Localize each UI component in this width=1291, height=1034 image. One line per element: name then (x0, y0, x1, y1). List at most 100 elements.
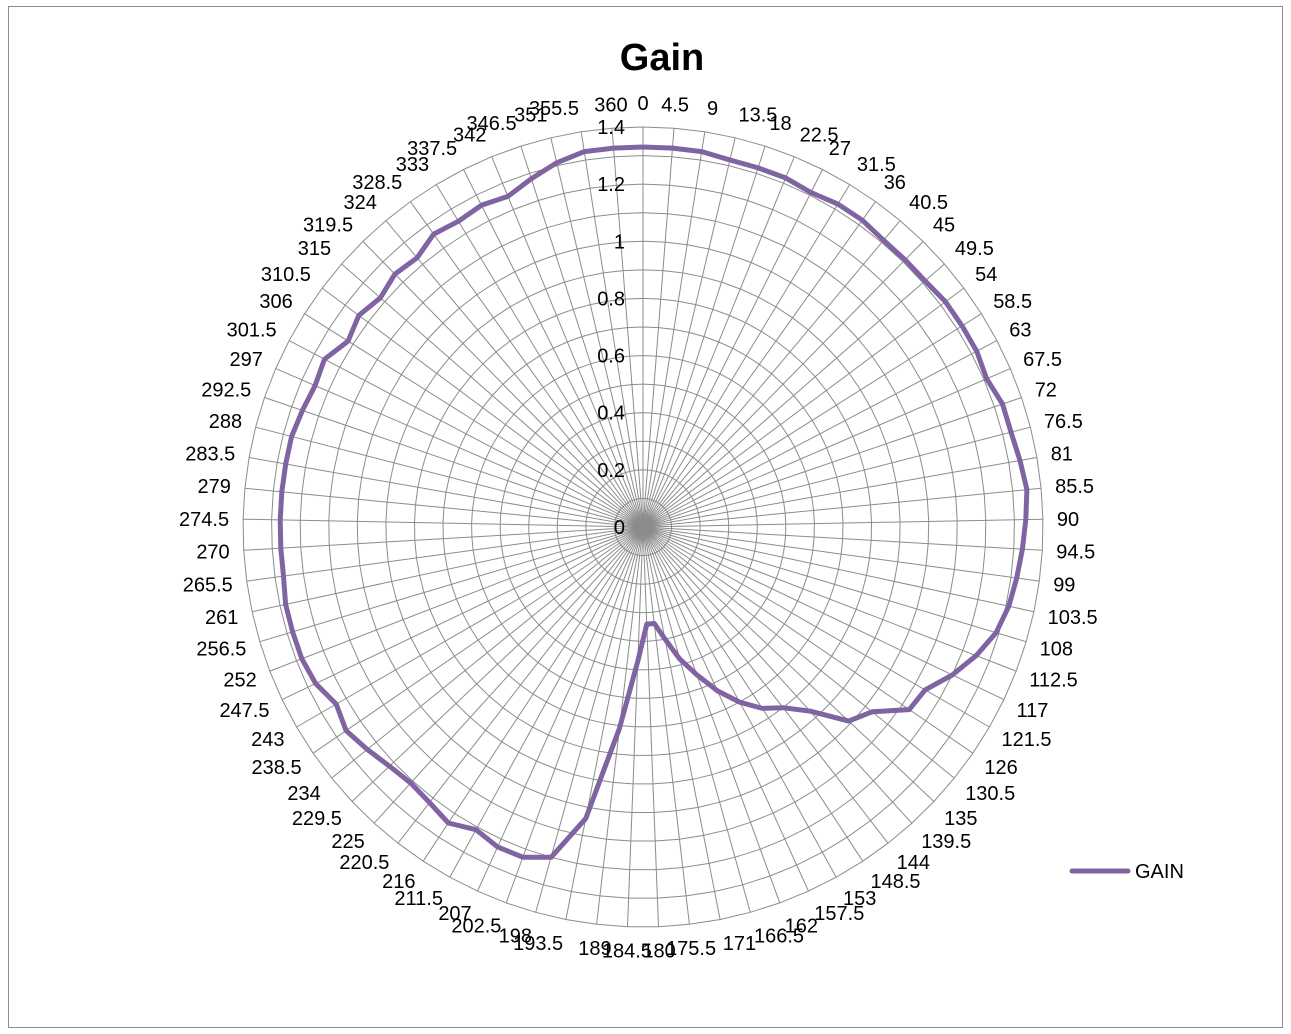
angle-label: 27 (829, 138, 851, 160)
angle-label: 49.5 (955, 238, 994, 260)
angle-label: 270 (196, 542, 229, 564)
legend: GAIN (1069, 861, 1184, 883)
angle-label: 157.5 (814, 903, 864, 925)
radial-axis-labels: 0 0.2 0.4 0.6 0.8 1 1.2 1.4 (597, 117, 625, 539)
angle-label: 324 (344, 192, 377, 214)
angle-label: 0 (637, 93, 648, 115)
grid-ring (471, 355, 815, 699)
chart-title: Gain (620, 37, 704, 79)
grid-ring (356, 240, 930, 813)
series-layer (277, 144, 1030, 860)
angle-label: 148.5 (871, 871, 921, 893)
radial-tick-label: 1.4 (597, 117, 625, 139)
angle-label: 112.5 (1029, 670, 1078, 692)
angle-label: 36 (884, 172, 906, 194)
angle-label: 261 (205, 607, 238, 629)
angle-label: 81 (1051, 443, 1073, 465)
angle-label: 184.5 (602, 941, 652, 963)
angle-label: 216 (382, 871, 415, 893)
angle-label: 193.5 (513, 933, 563, 955)
angle-label: 94.5 (1056, 542, 1095, 564)
angle-label: 202.5 (451, 915, 501, 937)
angle-label: 243 (251, 729, 284, 751)
grid-ring (613, 497, 673, 556)
radial-tick-label: 0.2 (597, 460, 625, 482)
angle-label: 130.5 (965, 783, 1015, 805)
grid-ring (385, 269, 901, 785)
angle-label: 40.5 (909, 192, 948, 214)
grid-ring (585, 469, 701, 585)
angle-label: 126 (984, 757, 1017, 779)
angle-label: 220.5 (339, 852, 389, 874)
angle-label: 103.5 (1048, 607, 1098, 629)
grid-ring (328, 212, 958, 842)
angle-label: 67.5 (1023, 349, 1062, 371)
angle-label: 58.5 (993, 291, 1032, 313)
angle-label: 45 (933, 214, 955, 236)
angle-label: 288 (209, 411, 242, 433)
radial-tick-label: 1.2 (597, 174, 625, 196)
angle-label: 319.5 (303, 214, 353, 236)
angle-label: 211.5 (394, 888, 443, 910)
angle-label: 139.5 (921, 831, 971, 853)
series-line-gain (277, 144, 1030, 860)
angle-label: 121.5 (1002, 729, 1052, 751)
radial-tick-label: 0 (614, 517, 625, 539)
angle-label: 247.5 (219, 700, 269, 722)
angle-label: 198 (499, 926, 532, 948)
angle-label: 31.5 (857, 154, 896, 176)
angle-label: 189 (578, 938, 611, 960)
angle-label: 175.5 (666, 938, 716, 960)
angle-label: 180 (642, 941, 675, 963)
angle-label: 234 (287, 783, 320, 805)
grid-ring (242, 126, 1044, 928)
radial-tick-label: 0.4 (597, 403, 625, 425)
angle-label: 292.5 (201, 380, 251, 402)
angle-label: 54 (975, 264, 997, 286)
angle-label: 306 (259, 291, 292, 313)
angle-label: 63 (1009, 319, 1031, 341)
angle-label: 315 (298, 238, 331, 260)
angle-label: 238.5 (252, 757, 302, 779)
angle-label: 310.5 (261, 264, 311, 286)
angle-label: 333 (396, 154, 429, 176)
angle-label: 171 (723, 933, 756, 955)
angle-label: 108 (1040, 639, 1073, 661)
angle-label: 256.5 (196, 639, 246, 661)
angle-label: 346.5 (467, 113, 517, 135)
angle-label: 279 (198, 476, 231, 498)
angle-label: 301.5 (227, 319, 277, 341)
angle-label: 99 (1053, 574, 1075, 596)
angle-label: 72 (1035, 380, 1057, 402)
angle-label: 229.5 (292, 808, 342, 830)
grid-ring (556, 440, 730, 614)
angle-label: 351 (514, 104, 547, 126)
angle-label: 297 (230, 349, 263, 371)
angle-label: 22.5 (800, 125, 839, 147)
grid-ring (499, 383, 787, 671)
grid-ring (442, 326, 844, 728)
angle-label: 265.5 (183, 574, 233, 596)
radial-tick-label: 1 (614, 231, 625, 253)
angle-label: 360 (594, 94, 627, 116)
angle-label: 144 (897, 852, 930, 874)
angle-label: 9 (707, 98, 718, 120)
grid-ring (271, 155, 1015, 899)
angle-label: 85.5 (1055, 476, 1094, 498)
angle-label: 76.5 (1044, 411, 1083, 433)
angle-label: 283.5 (185, 443, 235, 465)
angle-label: 225 (331, 831, 364, 853)
radial-tick-label: 0.6 (597, 346, 625, 368)
angle-label: 274.5 (179, 509, 229, 531)
angle-label: 342 (453, 125, 486, 147)
angle-label: 252 (223, 670, 256, 692)
angle-label: 135 (944, 808, 977, 830)
angle-label: 162 (785, 915, 818, 937)
angle-label: 153 (843, 888, 876, 910)
angle-label: 90 (1057, 509, 1079, 531)
legend-label-gain: GAIN (1135, 861, 1184, 883)
grid-ring (299, 183, 987, 871)
angle-label: 207 (438, 903, 471, 925)
